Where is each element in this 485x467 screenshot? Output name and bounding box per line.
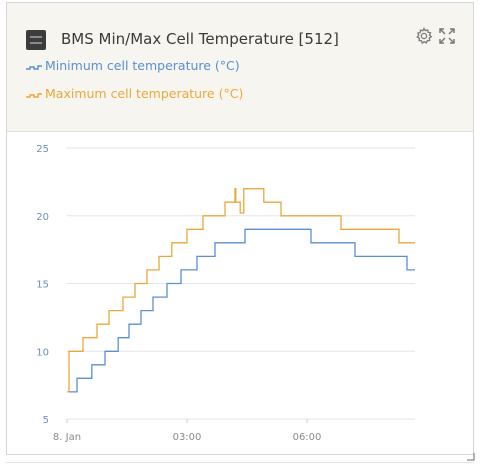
gear-icon[interactable] [415,27,433,45]
chart-widget-card: BMS Min/Max Cell Temperature [512] [6,2,475,461]
legend-label: Maximum cell temperature (°C) [45,86,244,101]
temperature-chart: 5 10 15 20 25 8. Jan 03:00 06:00 [36,144,415,443]
legend-line-icon [26,64,42,70]
y-tick-label: 25 [36,144,49,155]
divider [6,462,474,463]
widget-header: BMS Min/Max Cell Temperature [512] [7,3,473,132]
min-temperature-line [68,228,415,393]
y-tick-label: 15 [36,280,49,291]
resize-handle-icon[interactable] [466,446,475,461]
max-temperature-line [67,188,415,393]
widget-title: BMS Min/Max Cell Temperature [512] [61,30,339,48]
x-tick-label: 03:00 [173,432,202,443]
legend-item-min[interactable]: Minimum cell temperature (°C) [26,58,240,73]
x-tick-label: 8. Jan [53,432,81,443]
battery-icon [26,30,46,50]
x-tick-label: 06:00 [293,432,322,443]
y-tick-label: 20 [36,212,49,223]
expand-icon[interactable] [438,27,456,45]
y-tick-label: 5 [43,415,49,426]
legend-line-icon [26,92,42,98]
legend-item-max[interactable]: Maximum cell temperature (°C) [26,86,243,101]
y-tick-label: 10 [36,347,49,358]
legend-label: Minimum cell temperature (°C) [45,58,240,73]
